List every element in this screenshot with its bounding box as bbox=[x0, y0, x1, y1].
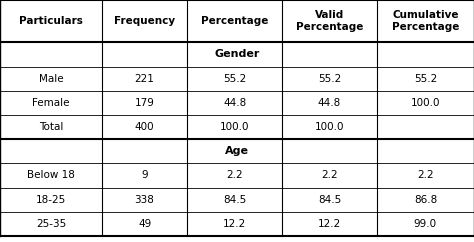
Text: 100.0: 100.0 bbox=[410, 98, 440, 108]
Text: 84.5: 84.5 bbox=[318, 195, 341, 205]
Text: 2.2: 2.2 bbox=[417, 170, 434, 181]
Text: Particulars: Particulars bbox=[19, 16, 83, 26]
Text: 86.8: 86.8 bbox=[414, 195, 437, 205]
Text: Male: Male bbox=[39, 74, 63, 84]
Text: 49: 49 bbox=[138, 219, 151, 229]
Text: Percentage: Percentage bbox=[201, 16, 268, 26]
Text: 84.5: 84.5 bbox=[223, 195, 246, 205]
Text: Below 18: Below 18 bbox=[27, 170, 75, 181]
Text: 12.2: 12.2 bbox=[223, 219, 246, 229]
Text: 44.8: 44.8 bbox=[223, 98, 246, 108]
Text: 400: 400 bbox=[135, 122, 155, 132]
Text: 99.0: 99.0 bbox=[414, 219, 437, 229]
Text: 2.2: 2.2 bbox=[321, 170, 338, 181]
Text: 18-25: 18-25 bbox=[36, 195, 66, 205]
Text: Female: Female bbox=[32, 98, 70, 108]
Text: Gender: Gender bbox=[214, 49, 260, 60]
Text: Frequency: Frequency bbox=[114, 16, 175, 26]
Text: 55.2: 55.2 bbox=[318, 74, 341, 84]
Text: 12.2: 12.2 bbox=[318, 219, 341, 229]
Text: 2.2: 2.2 bbox=[226, 170, 243, 181]
Text: 100.0: 100.0 bbox=[220, 122, 249, 132]
Text: 221: 221 bbox=[135, 74, 155, 84]
Text: 55.2: 55.2 bbox=[223, 74, 246, 84]
Text: Cumulative
Percentage: Cumulative Percentage bbox=[392, 10, 459, 32]
Text: 55.2: 55.2 bbox=[414, 74, 437, 84]
Text: 25-35: 25-35 bbox=[36, 219, 66, 229]
Text: Age: Age bbox=[225, 146, 249, 156]
Text: 338: 338 bbox=[135, 195, 155, 205]
Text: 44.8: 44.8 bbox=[318, 98, 341, 108]
Text: Valid
Percentage: Valid Percentage bbox=[296, 10, 363, 32]
Text: 100.0: 100.0 bbox=[315, 122, 344, 132]
Text: 9: 9 bbox=[141, 170, 148, 181]
Text: 179: 179 bbox=[135, 98, 155, 108]
Text: Total: Total bbox=[39, 122, 63, 132]
